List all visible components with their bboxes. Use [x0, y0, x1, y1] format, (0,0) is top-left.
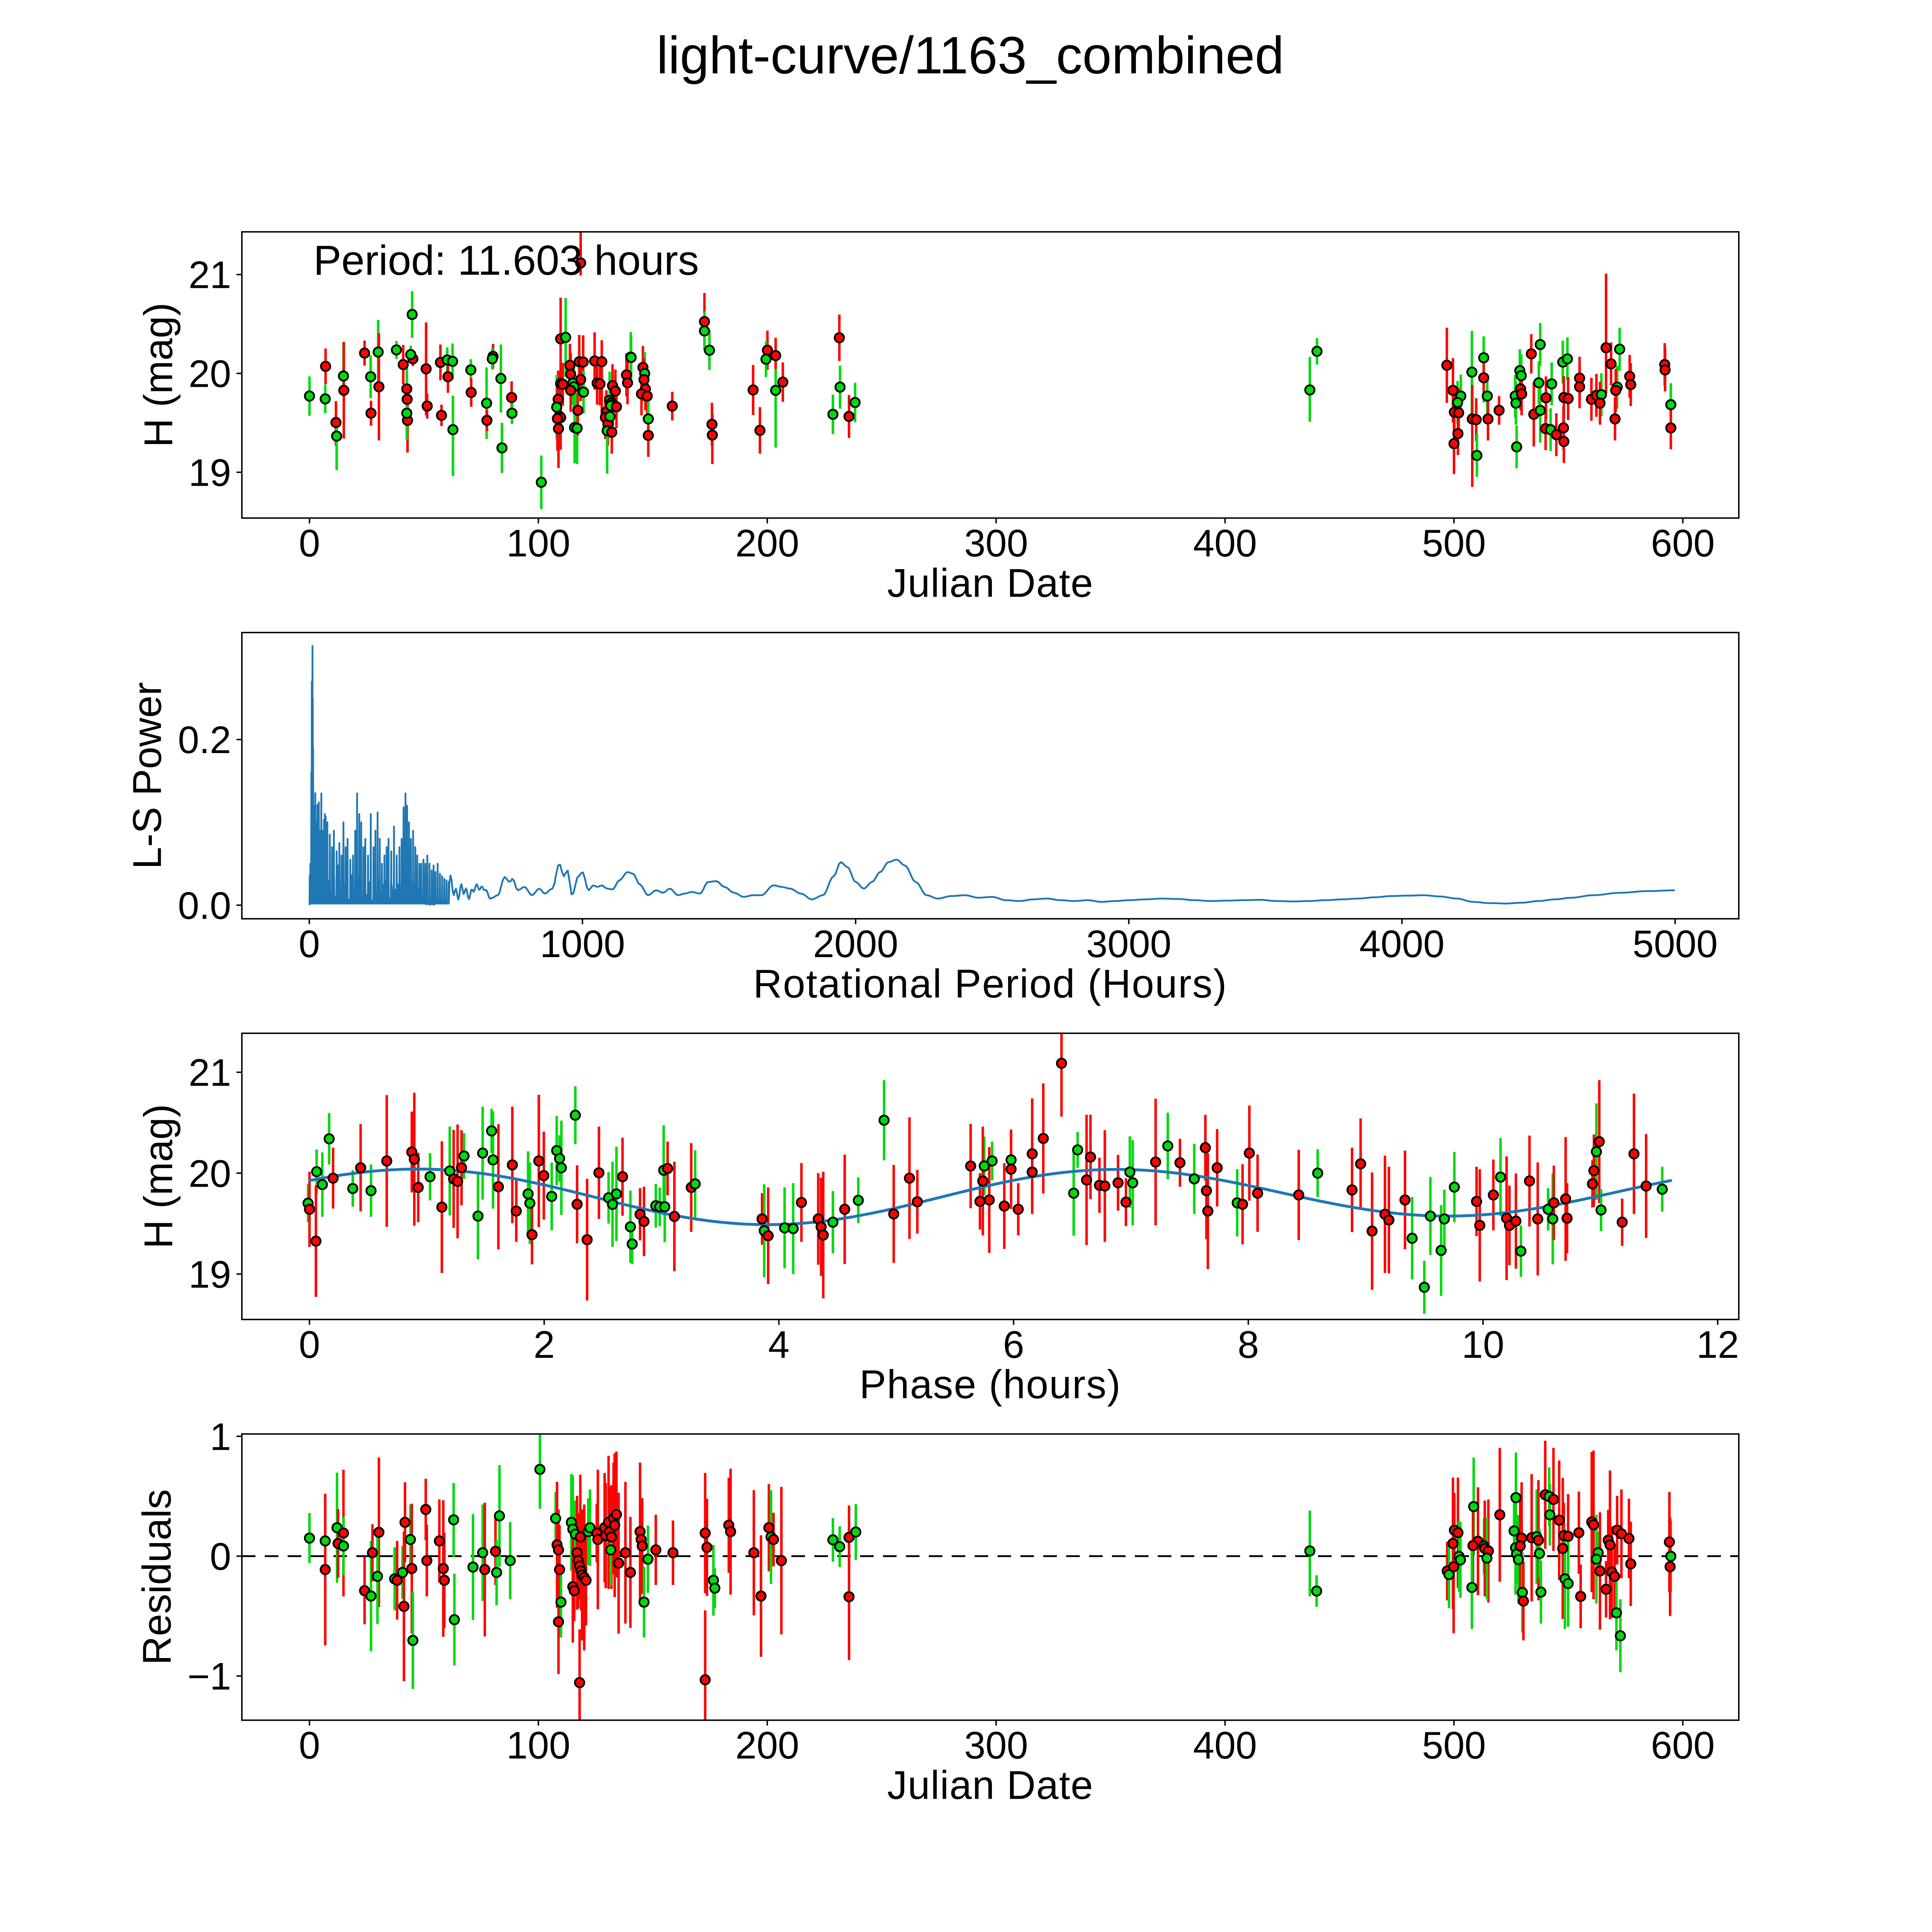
svg-text:0: 0: [299, 922, 320, 965]
svg-text:300: 300: [964, 1724, 1028, 1767]
svg-text:21: 21: [189, 1051, 231, 1094]
svg-text:20: 20: [189, 1152, 231, 1195]
svg-text:10: 10: [1462, 1323, 1504, 1366]
svg-text:Phase (hours): Phase (hours): [859, 1362, 1121, 1407]
svg-text:H (mag): H (mag): [136, 303, 180, 447]
svg-text:Julian Date: Julian Date: [887, 1763, 1094, 1808]
svg-text:0: 0: [299, 522, 320, 565]
svg-text:8: 8: [1238, 1323, 1259, 1366]
svg-text:2000: 2000: [813, 922, 898, 965]
svg-text:−1: −1: [187, 1655, 231, 1698]
svg-text:200: 200: [735, 522, 799, 565]
svg-text:4000: 4000: [1359, 922, 1444, 965]
svg-text:Residuals: Residuals: [134, 1489, 179, 1665]
svg-text:Rotational Period (Hours): Rotational Period (Hours): [753, 961, 1228, 1006]
svg-text:H (mag): H (mag): [136, 1104, 180, 1248]
svg-text:L-S Power: L-S Power: [125, 682, 170, 869]
svg-text:100: 100: [507, 1724, 570, 1767]
svg-text:0.2: 0.2: [178, 718, 231, 761]
svg-text:20: 20: [189, 352, 231, 395]
svg-text:500: 500: [1422, 1724, 1486, 1767]
svg-text:200: 200: [735, 1724, 799, 1767]
svg-text:3000: 3000: [1086, 922, 1171, 965]
svg-text:0: 0: [299, 1323, 320, 1366]
svg-text:19: 19: [189, 451, 231, 494]
svg-text:400: 400: [1193, 522, 1257, 565]
svg-text:600: 600: [1651, 1724, 1714, 1767]
svg-text:0.0: 0.0: [178, 884, 231, 927]
svg-text:19: 19: [189, 1253, 231, 1296]
svg-text:100: 100: [507, 522, 570, 565]
svg-text:2: 2: [534, 1323, 555, 1366]
svg-text:300: 300: [964, 522, 1028, 565]
svg-text:12: 12: [1696, 1323, 1739, 1366]
svg-text:600: 600: [1651, 522, 1714, 565]
svg-text:1: 1: [210, 1415, 231, 1458]
svg-text:1000: 1000: [540, 922, 625, 965]
svg-text:0: 0: [210, 1535, 231, 1578]
svg-text:light-curve/1163_combined: light-curve/1163_combined: [656, 26, 1284, 85]
svg-text:4: 4: [768, 1323, 789, 1366]
svg-text:6: 6: [1003, 1323, 1024, 1366]
svg-text:500: 500: [1422, 522, 1486, 565]
svg-text:5000: 5000: [1633, 922, 1718, 965]
svg-text:Period: 11.603 hours: Period: 11.603 hours: [313, 237, 699, 284]
svg-text:0: 0: [299, 1724, 320, 1767]
svg-text:400: 400: [1193, 1724, 1257, 1767]
svg-text:Julian Date: Julian Date: [887, 560, 1094, 605]
svg-text:21: 21: [189, 253, 231, 296]
